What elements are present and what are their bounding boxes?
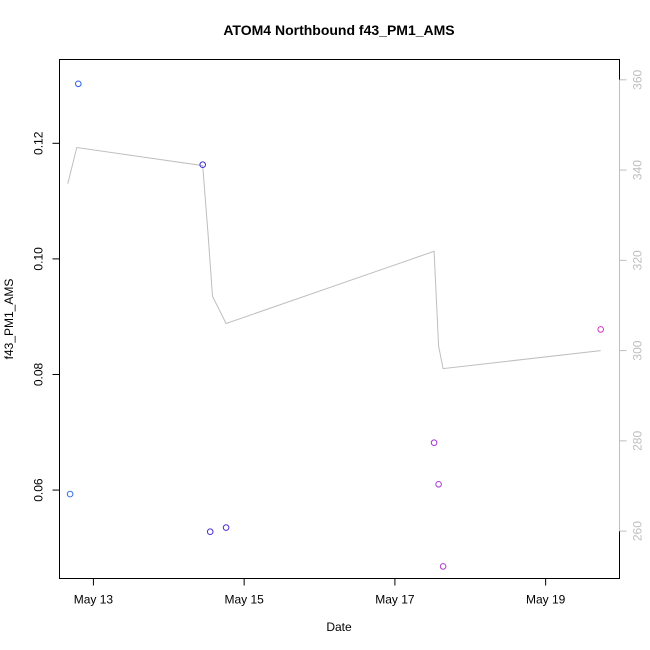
data-point-6 <box>435 481 442 488</box>
y-tick-label-1: 0.08 <box>32 362 46 386</box>
y2-tick-label-3: 320 <box>631 250 645 270</box>
y-axis-label: f43_PM1_AMS <box>2 279 16 360</box>
chart-title: ATOM4 Northbound f43_PM1_AMS <box>223 22 454 38</box>
y-tick-label-0: 0.06 <box>32 478 46 502</box>
line-layer <box>67 146 601 370</box>
y2-tick-label-1: 280 <box>631 431 645 451</box>
x-axis-label: Date <box>326 620 352 634</box>
data-point-4 <box>222 524 230 531</box>
x-axis: May 13 May 15 May 17 May 19 <box>74 578 566 607</box>
y2-axis: 260 280 300 320 340 360 <box>619 69 645 541</box>
points-layer <box>66 80 605 570</box>
plot-frame <box>59 59 620 579</box>
series-line <box>67 146 601 370</box>
x-tick-label-0: May 13 <box>74 593 114 607</box>
data-point-3 <box>206 528 214 536</box>
data-point-1 <box>75 80 82 88</box>
x-tick-label-2: May 17 <box>375 593 415 607</box>
y-tick-label-2: 0.10 <box>32 247 46 271</box>
y2-tick-label-0: 260 <box>631 521 645 541</box>
data-point-7 <box>439 563 447 570</box>
y-tick-label-3: 0.12 <box>32 131 46 155</box>
x-tick-label-1: May 15 <box>224 593 264 607</box>
data-point-2 <box>199 161 206 168</box>
y-axis: 0.06 0.08 0.10 0.12 <box>32 131 60 502</box>
y2-tick-label-5: 360 <box>631 69 645 89</box>
data-point-0 <box>66 490 74 498</box>
data-point-5 <box>430 439 438 447</box>
x-tick-label-3: May 19 <box>526 593 566 607</box>
data-point-8 <box>597 326 605 333</box>
y2-tick-label-2: 300 <box>631 340 645 360</box>
y2-tick-label-4: 340 <box>631 160 645 180</box>
